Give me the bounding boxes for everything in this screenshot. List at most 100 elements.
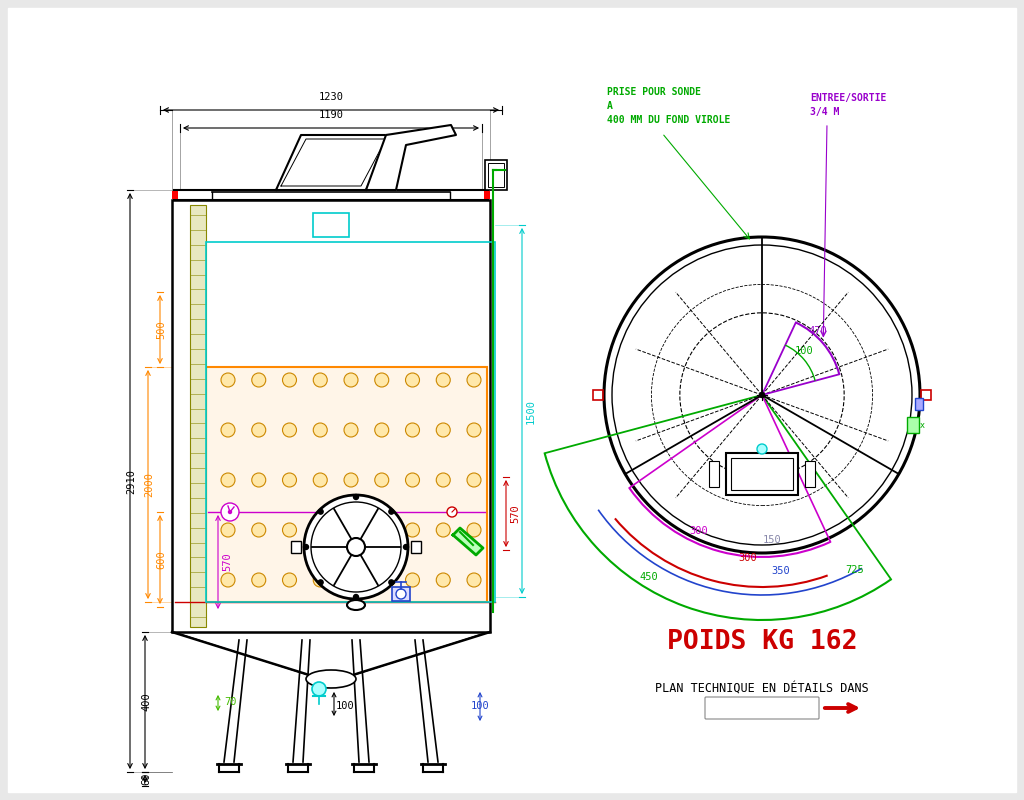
Bar	[206, 242, 495, 602]
Bar	[206, 367, 487, 602]
Circle shape	[252, 423, 266, 437]
Circle shape	[313, 473, 328, 487]
FancyBboxPatch shape	[705, 697, 819, 719]
Bar	[174, 190, 488, 200]
Circle shape	[375, 523, 389, 537]
Circle shape	[436, 423, 451, 437]
Circle shape	[375, 373, 389, 387]
Circle shape	[436, 473, 451, 487]
Bar	[172, 200, 490, 632]
Text: 60: 60	[141, 773, 151, 786]
Text: 450: 450	[640, 572, 658, 582]
Bar	[731, 458, 793, 490]
Circle shape	[436, 573, 451, 587]
Circle shape	[304, 495, 408, 599]
Text: 150: 150	[763, 535, 781, 545]
Bar	[411, 541, 421, 553]
Circle shape	[252, 523, 266, 537]
Circle shape	[344, 473, 358, 487]
Text: POIDS KG 162: POIDS KG 162	[667, 629, 857, 655]
Circle shape	[467, 373, 481, 387]
Text: 300: 300	[738, 553, 757, 562]
Circle shape	[313, 373, 328, 387]
Text: 1500: 1500	[526, 398, 536, 423]
Circle shape	[467, 523, 481, 537]
Circle shape	[467, 573, 481, 587]
Circle shape	[313, 523, 328, 537]
Bar	[392, 587, 410, 601]
Circle shape	[403, 545, 409, 550]
Ellipse shape	[306, 670, 356, 688]
Circle shape	[447, 507, 457, 517]
Circle shape	[344, 573, 358, 587]
Circle shape	[375, 473, 389, 487]
Text: PLAN TECHNIQUE EN DÉTAILS DANS: PLAN TECHNIQUE EN DÉTAILS DANS	[655, 682, 869, 694]
Text: 2910: 2910	[126, 469, 136, 494]
Circle shape	[375, 423, 389, 437]
Circle shape	[389, 580, 394, 585]
Text: ENTREE/SORTIE
3/4 M: ENTREE/SORTIE 3/4 M	[810, 93, 887, 117]
Circle shape	[313, 423, 328, 437]
Text: 1190: 1190	[318, 110, 343, 120]
Circle shape	[228, 510, 231, 514]
Bar	[805, 461, 815, 487]
Circle shape	[312, 682, 326, 696]
Bar	[484, 191, 490, 199]
Text: 1230: 1230	[318, 92, 343, 102]
Circle shape	[353, 594, 358, 599]
Bar	[190, 205, 206, 627]
Text: 600: 600	[156, 550, 166, 569]
Bar	[313, 213, 349, 237]
Text: 300: 300	[689, 526, 708, 536]
Ellipse shape	[347, 600, 365, 610]
Circle shape	[283, 523, 297, 537]
Text: 400: 400	[141, 693, 151, 711]
Circle shape	[389, 509, 394, 514]
Polygon shape	[453, 528, 483, 555]
Circle shape	[344, 373, 358, 387]
Circle shape	[467, 473, 481, 487]
Circle shape	[313, 573, 328, 587]
Circle shape	[344, 523, 358, 537]
Bar	[726, 453, 798, 495]
Text: 725: 725	[846, 565, 864, 575]
Circle shape	[283, 373, 297, 387]
Circle shape	[375, 573, 389, 587]
Circle shape	[436, 373, 451, 387]
Text: 2000: 2000	[144, 472, 154, 497]
Circle shape	[760, 393, 765, 398]
Circle shape	[221, 573, 234, 587]
Circle shape	[406, 473, 420, 487]
Circle shape	[283, 573, 297, 587]
Text: 570: 570	[222, 553, 232, 571]
Circle shape	[353, 494, 358, 499]
Circle shape	[252, 473, 266, 487]
Text: 470: 470	[809, 326, 827, 336]
Circle shape	[221, 523, 234, 537]
Circle shape	[303, 545, 308, 550]
Bar	[172, 191, 178, 199]
Bar	[907, 417, 919, 433]
Circle shape	[406, 373, 420, 387]
Text: 70: 70	[224, 697, 237, 707]
Polygon shape	[366, 125, 456, 190]
Circle shape	[221, 423, 234, 437]
Bar	[485, 160, 507, 190]
Bar	[488, 163, 504, 187]
Circle shape	[221, 503, 239, 521]
Circle shape	[318, 580, 324, 585]
Bar	[291, 541, 301, 553]
Circle shape	[283, 423, 297, 437]
Text: 100: 100	[471, 701, 489, 711]
Text: 100: 100	[336, 701, 354, 711]
Circle shape	[252, 373, 266, 387]
Bar	[709, 461, 719, 487]
Polygon shape	[276, 135, 391, 190]
Circle shape	[318, 509, 324, 514]
Text: Documentation: Documentation	[721, 703, 803, 713]
Circle shape	[221, 373, 234, 387]
Bar	[593, 390, 603, 400]
Circle shape	[406, 423, 420, 437]
Text: 500: 500	[156, 320, 166, 339]
Circle shape	[252, 573, 266, 587]
